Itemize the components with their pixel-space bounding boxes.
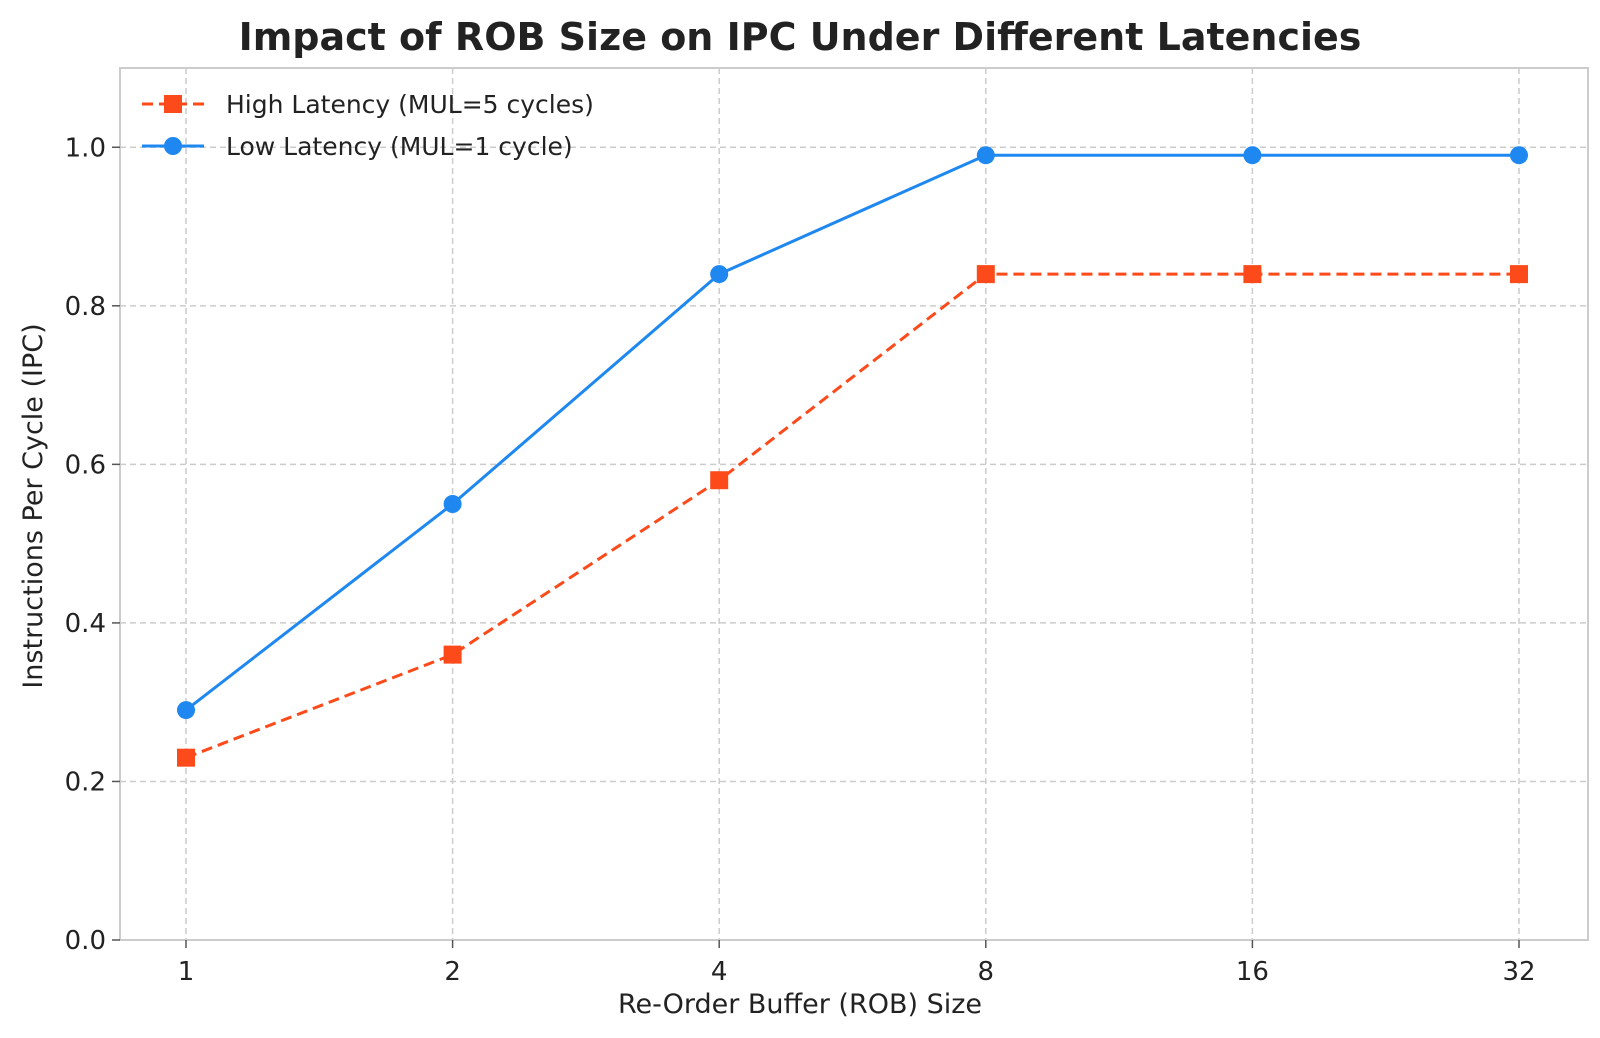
y-tick-label: 0.8	[65, 292, 106, 322]
y-axis-label: Instructions Per Cycle (IPC)	[18, 323, 49, 688]
series-1	[177, 146, 1528, 720]
y-tick-label: 0.6	[65, 450, 106, 480]
data-point	[976, 146, 995, 165]
y-axis-ticks: 0.0 0.2 0.4 0.6 0.8 1.0	[65, 133, 120, 956]
chart-title: Impact of ROB Size on IPC Under Differen…	[239, 15, 1362, 59]
data-point	[177, 701, 195, 720]
data-point	[976, 265, 995, 284]
x-axis-label: Re-Order Buffer (ROB) Size	[618, 989, 982, 1020]
data-point	[177, 748, 195, 767]
y-tick-label: 0.0	[65, 926, 106, 956]
legend-item: High Latency (MUL=5 cycles)	[142, 90, 594, 119]
x-axis-ticks: 1 2 4 8 16 32	[178, 940, 1536, 987]
data-point	[710, 471, 729, 490]
data-point	[710, 265, 729, 284]
plot-area-frame	[119, 67, 1589, 941]
legend: High Latency (MUL=5 cycles) Low Latency (…	[142, 90, 594, 161]
y-tick-label: 0.4	[65, 609, 106, 639]
series-layer	[177, 146, 1528, 767]
series-line	[185, 272, 1519, 760]
x-tick-label: 32	[1502, 957, 1535, 987]
legend-item: Low Latency (MUL=1 cycle)	[142, 132, 573, 161]
x-tick-label: 16	[1236, 957, 1269, 987]
series-line	[185, 153, 1519, 712]
y-tick-label: 0.2	[65, 767, 106, 797]
data-point	[1510, 265, 1528, 284]
data-point	[443, 495, 462, 513]
legend-label: High Latency (MUL=5 cycles)	[226, 90, 594, 119]
data-point	[1510, 146, 1528, 165]
x-tick-label: 2	[444, 957, 461, 987]
legend-marker	[164, 137, 182, 155]
x-tick-label: 1	[178, 957, 195, 987]
y-tick-label: 1.0	[65, 133, 106, 163]
x-tick-label: 4	[711, 957, 728, 987]
legend-label: Low Latency (MUL=1 cycle)	[226, 132, 573, 161]
series-0	[177, 265, 1528, 767]
x-tick-label: 8	[978, 957, 995, 987]
legend-marker	[164, 95, 182, 113]
data-point	[1243, 146, 1262, 165]
data-point	[443, 645, 462, 664]
data-point	[1243, 265, 1262, 284]
